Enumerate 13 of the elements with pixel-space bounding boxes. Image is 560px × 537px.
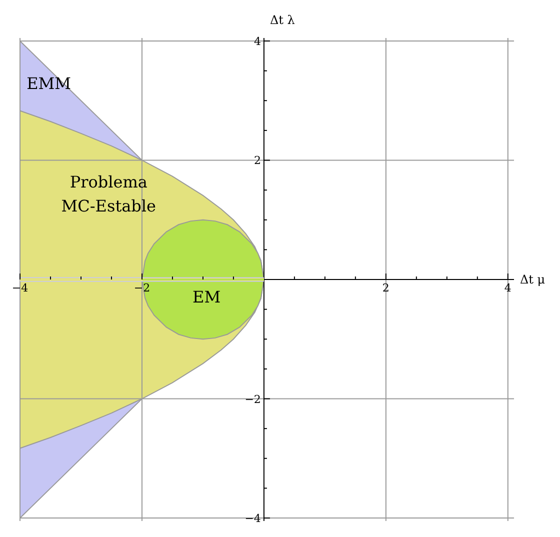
y-tick-label: 4 — [254, 34, 261, 48]
x-axis-title: Δt μ — [520, 272, 546, 286]
annotation: EMM — [26, 74, 72, 93]
x-tick-label: −2 — [134, 282, 150, 294]
x-tick-label: 2 — [382, 282, 390, 294]
y-tick-label: −4 — [244, 512, 261, 526]
y-axis-title: Δt λ — [270, 13, 296, 27]
y-tick-label: 2 — [254, 154, 261, 168]
y-tick-label: −2 — [244, 392, 261, 406]
x-tick-label: −4 — [12, 282, 28, 294]
x-tick-label: 4 — [504, 282, 512, 294]
annotation: EM — [192, 287, 221, 306]
annotation: Problema MC-Estable — [61, 172, 156, 216]
